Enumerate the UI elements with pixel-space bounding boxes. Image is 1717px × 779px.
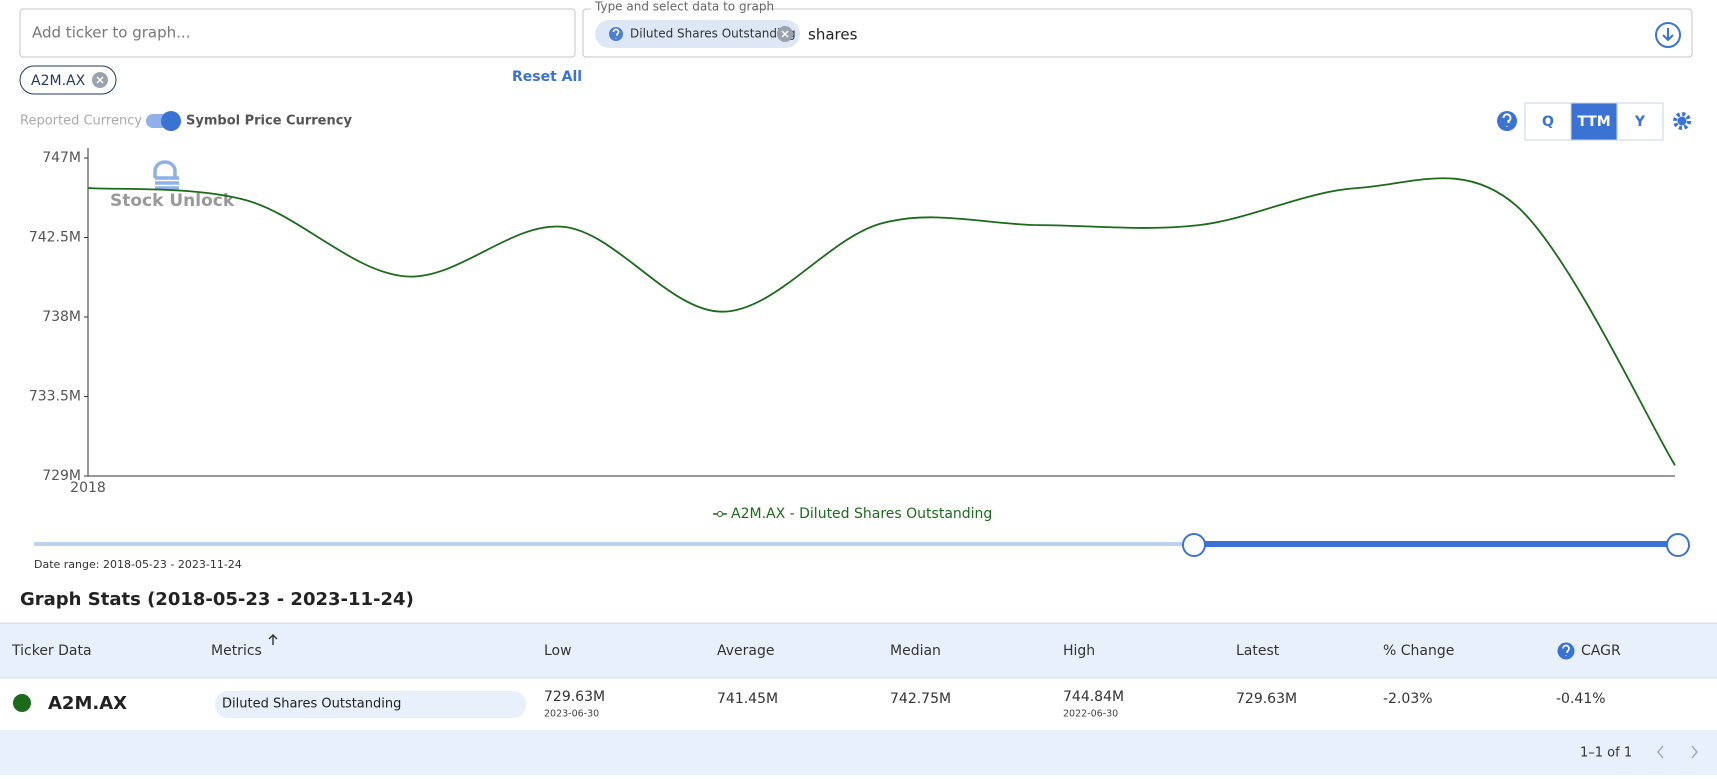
reset-all[interactable]: Reset All xyxy=(512,69,582,85)
period-help[interactable] xyxy=(1497,111,1517,131)
watermark: Stock Unlock xyxy=(110,191,235,211)
legend-marker xyxy=(717,511,723,517)
currency-on: Symbol Price Currency xyxy=(186,114,352,129)
cagr-help-glyph xyxy=(1562,644,1570,656)
header-row: Ticker Data Metrics Low Average Median High La… xyxy=(11,643,1621,659)
metric-chip[interactable] xyxy=(595,20,800,48)
ticker-chip-remove-glyph xyxy=(96,76,104,84)
period-button[interactable] xyxy=(1616,102,1664,141)
row-latest: 729.63M xyxy=(1236,691,1297,707)
row-ticker: A2M.AX xyxy=(48,693,127,714)
prev-page[interactable] xyxy=(1657,745,1664,759)
column-header: CAGR xyxy=(1581,643,1621,659)
ticker-chip-label: A2M.AX xyxy=(31,73,86,89)
table-footer xyxy=(0,731,1717,775)
y-tick-label: 747M xyxy=(42,150,81,166)
column-header: High xyxy=(1063,643,1095,659)
help-icon[interactable] xyxy=(609,27,623,41)
row-average: 741.45M xyxy=(717,691,778,707)
chart: Stock Unlock 729M 733.5M 738M 742.5M 747M 2018… xyxy=(29,148,1676,522)
cagr-help[interactable] xyxy=(1557,642,1575,660)
y-tick-label: 738M xyxy=(42,309,81,325)
row-high-date: 2022-06-30 xyxy=(1063,709,1118,720)
label-gap xyxy=(591,1,753,15)
row-change: -2.03% xyxy=(1383,691,1433,707)
row-low-date: 2023-06-30 xyxy=(544,709,599,720)
row-metric-chip xyxy=(215,691,526,718)
download-glyph xyxy=(1662,28,1674,42)
row-low: 729.63M xyxy=(544,689,605,705)
ticker-chip[interactable] xyxy=(19,65,117,95)
row-cagr: -0.41% xyxy=(1556,691,1606,707)
ticker-input[interactable] xyxy=(19,8,576,58)
column-header: Average xyxy=(717,643,775,659)
y-tick-label: 742.5M xyxy=(29,230,81,246)
row-high: 744.84M xyxy=(1063,689,1124,705)
settings-gear[interactable] xyxy=(1673,112,1691,130)
ticker-placeholder: Add ticker to graph... xyxy=(32,24,190,42)
period-label: TTM xyxy=(1577,114,1610,130)
y-tick-label: 733.5M xyxy=(29,389,81,405)
column-header: Latest xyxy=(1236,643,1280,659)
period-label: Y xyxy=(1634,114,1646,130)
row-median: 742.75M xyxy=(890,691,951,707)
row-metric: Diluted Shares Outstanding xyxy=(222,697,401,712)
toggle-knob[interactable] xyxy=(161,111,181,131)
period-group: Q TTM Y xyxy=(1524,102,1664,141)
currency-off: Reported Currency xyxy=(20,114,142,129)
date-range: Date range: 2018-05-23 - 2023-11-24 xyxy=(34,558,242,571)
column-header: Low xyxy=(544,643,572,659)
series-dot xyxy=(13,694,31,712)
sort-arrow[interactable] xyxy=(268,634,278,645)
legend-label[interactable]: A2M.AX - Diluted Shares Outstanding xyxy=(731,506,992,522)
settings-gear-core xyxy=(1677,116,1687,126)
period-help-glyph xyxy=(1502,113,1512,127)
column-header: Median xyxy=(890,643,941,659)
y-tick-label: 729M xyxy=(42,468,81,484)
watermark-icon xyxy=(153,160,179,190)
chip-remove-glyph xyxy=(781,30,789,38)
slider-handle-end[interactable] xyxy=(1666,533,1690,557)
download-button[interactable] xyxy=(1655,22,1681,48)
period-button[interactable] xyxy=(1524,102,1572,141)
data-field-label: Type and select data to graph xyxy=(594,0,774,14)
series-line xyxy=(87,177,1676,466)
slider-handle-start[interactable] xyxy=(1182,533,1206,557)
pagination: 1–1 of 1 xyxy=(1580,746,1632,761)
metric-chip-label: Diluted Shares Outstanding xyxy=(630,27,796,41)
data-input[interactable] xyxy=(582,8,1693,58)
column-header: % Change xyxy=(1383,643,1454,659)
period-label: Q xyxy=(1542,114,1554,130)
next-page[interactable] xyxy=(1691,745,1698,759)
column-header: Metrics xyxy=(211,643,262,659)
help-glyph xyxy=(612,28,620,39)
period-button[interactable] xyxy=(1570,102,1618,141)
table-header xyxy=(0,623,1717,678)
stats-title: Graph Stats (2018-05-23 - 2023-11-24) xyxy=(20,589,414,610)
search-text: shares xyxy=(808,26,858,44)
column-header: Ticker Data xyxy=(11,643,92,659)
x-tick-label: 2018 xyxy=(70,480,106,496)
